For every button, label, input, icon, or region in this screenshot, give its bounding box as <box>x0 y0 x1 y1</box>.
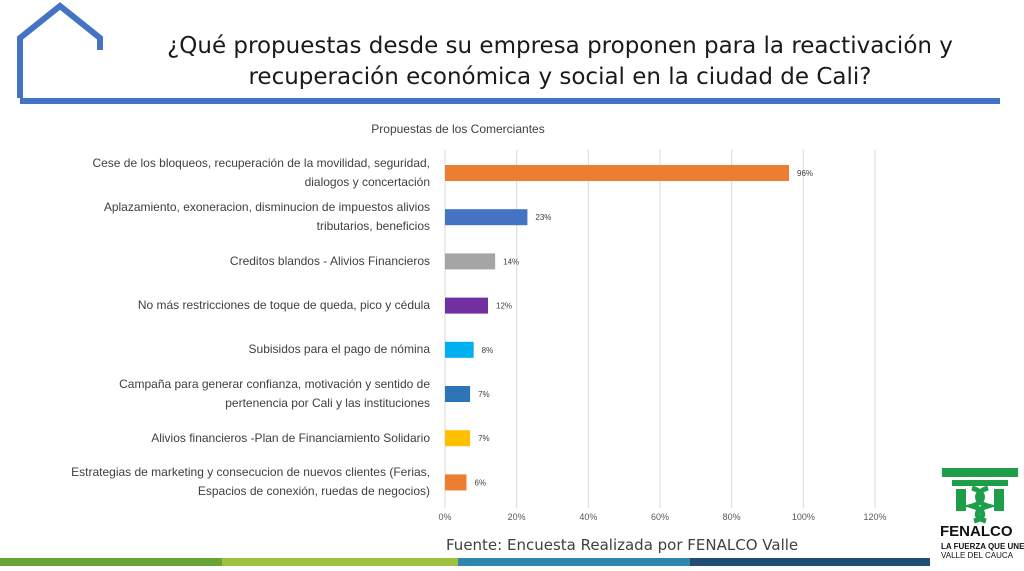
house-outline-icon <box>17 2 103 98</box>
category-label: Alivios financieros -Plan de Financiamie… <box>10 429 430 448</box>
data-label: 6% <box>475 478 487 487</box>
footer-segment-4 <box>690 558 930 566</box>
x-tick-label: 0% <box>438 512 451 522</box>
category-label-line: Cese de los bloqueos, recuperación de la… <box>92 156 430 170</box>
category-label-line: Espacios de conexión, ruedas de negocios… <box>197 484 430 499</box>
logo-name: FENALCO <box>940 523 1013 540</box>
category-label-line: pertenencia por Cali y las instituciones <box>225 396 430 410</box>
category-label-line: Creditos blandos - Alivios Financieros <box>229 253 430 268</box>
source-note: Fuente: Encuesta Realizada por FENALCO V… <box>446 536 799 554</box>
data-label: 7% <box>478 390 490 399</box>
category-label: No más restricciones de toque de queda, … <box>10 296 430 315</box>
data-label: 14% <box>503 257 519 266</box>
footer-segment-3 <box>458 558 690 566</box>
bar <box>445 209 528 226</box>
category-label-line: Campaña para generar confianza, motivaci… <box>119 377 430 391</box>
category-label: Creditos blandos - Alivios Financieros <box>10 252 430 271</box>
data-label: 12% <box>496 302 512 311</box>
category-label-line: Aplazamiento, exoneracion, disminucion d… <box>103 200 430 215</box>
category-label-line: Alivios financieros -Plan de Financiamie… <box>151 430 430 445</box>
category-label: Subisidos para el pago de nómina <box>10 340 430 359</box>
category-label: Aplazamiento, exoneracion, disminucion d… <box>10 198 430 236</box>
chart-bars <box>445 165 789 491</box>
data-label: 96% <box>797 169 813 178</box>
chart-x-tick-labels: 0% 20% 40% 60% 80% 100% 120% <box>438 512 886 522</box>
x-tick-label: 80% <box>723 512 741 522</box>
bar <box>445 474 467 491</box>
category-label-line: No más restricciones de toque de queda, … <box>137 298 430 313</box>
slide-title-line-2: recuperación económica y social en la ci… <box>248 64 872 90</box>
chart-gridlines <box>444 150 876 508</box>
x-tick-label: 100% <box>792 512 815 522</box>
category-label-line: dialogos y concertación <box>304 175 430 189</box>
logo-tagline-2: VALLE DEL CAUCA <box>941 551 1014 560</box>
bar <box>445 165 789 181</box>
chart-data-labels: 96% 23% 14% 12% 8% 7% 7% 6% <box>475 169 814 487</box>
fenalco-logo-icon <box>942 468 1018 524</box>
x-tick-label: 20% <box>508 512 526 522</box>
category-label: Estrategias de marketing y consecucion d… <box>10 463 430 501</box>
x-tick-label: 40% <box>579 512 597 522</box>
category-label-line: Estrategias de marketing y consecucion d… <box>71 465 430 480</box>
category-label: Campaña para generar confianza, motivaci… <box>10 375 430 413</box>
category-label: Cese de los bloqueos, recuperación de la… <box>10 154 430 192</box>
slide-frame <box>17 2 1000 104</box>
x-tick-label: 120% <box>863 512 886 522</box>
chart-title: Propuestas de los Comerciantes <box>371 122 545 136</box>
slide-title-line-1: ¿Qué propuestas desde su empresa propone… <box>167 33 953 59</box>
bar <box>445 386 471 402</box>
x-tick-label: 60% <box>651 512 669 522</box>
footer-segment-2 <box>222 558 458 566</box>
category-label-line: Subisidos para el pago de nómina <box>248 342 430 357</box>
bar <box>445 430 471 447</box>
category-label-line: tributarios, beneficios <box>316 219 430 234</box>
logo-tagline-1: LA FUERZA QUE UNE <box>941 542 1024 551</box>
data-label: 8% <box>482 346 494 355</box>
data-label: 7% <box>478 434 490 443</box>
footer-color-bar <box>0 558 930 566</box>
bar <box>445 341 474 358</box>
bar <box>445 297 488 314</box>
bar <box>445 253 496 270</box>
footer-segment-1 <box>0 558 222 566</box>
bar-chart: 96% 23% 14% 12% 8% 7% 7% 6% 0% 20% 40% 60% 80% 100% 1… <box>438 150 887 522</box>
data-label: 23% <box>535 213 551 222</box>
